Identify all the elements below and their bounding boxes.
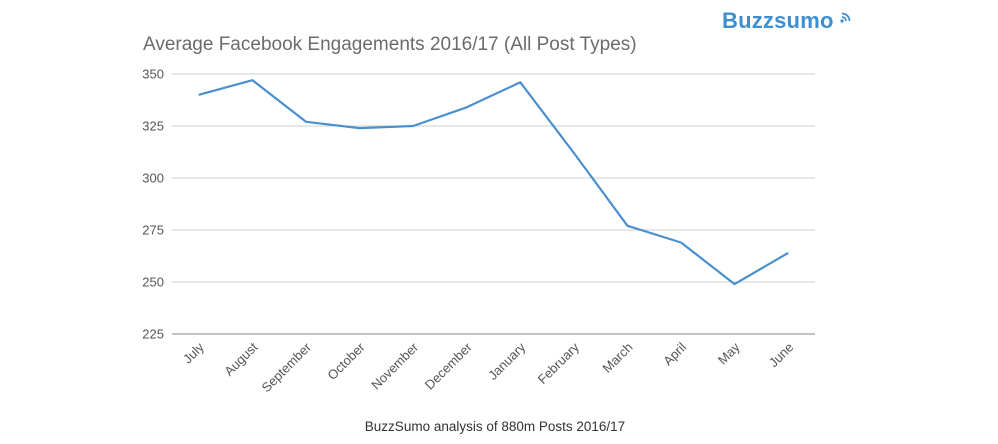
x-tick-label: January [485, 339, 529, 383]
logo-text: Buzzsumo [722, 8, 834, 33]
gridlines [172, 73, 815, 335]
y-axis-ticks: 225 250 275 300 325 350 [142, 67, 164, 342]
chart-caption: BuzzSumo analysis of 880m Posts 2016/17 [365, 419, 625, 434]
x-tick-label: October [324, 339, 368, 383]
y-tick-label: 250 [142, 275, 164, 290]
y-tick-label: 325 [142, 119, 164, 134]
x-tick-label: August [221, 339, 260, 378]
x-tick-label: December [422, 339, 475, 392]
x-tick-label: May [715, 339, 743, 367]
chart-title: Average Facebook Engagements 2016/17 (Al… [143, 34, 637, 55]
x-tick-label: November [368, 339, 421, 392]
x-tick-label: June [766, 340, 797, 371]
series-lines [198, 79, 789, 286]
y-tick-label: 275 [142, 223, 164, 238]
y-tick-label: 300 [142, 171, 164, 186]
y-tick-label: 225 [142, 327, 164, 342]
x-tick-label: July [180, 339, 207, 366]
x-tick-label: March [599, 340, 635, 376]
wifi-signal-icon [840, 12, 851, 23]
x-tick-label: April [660, 339, 689, 368]
x-tick-label: February [535, 339, 583, 387]
buzzsumo-logo: Buzzsumo [722, 8, 854, 34]
x-tick-label: September [259, 339, 315, 395]
series-line [198, 79, 789, 286]
y-tick-label: 350 [142, 67, 164, 82]
